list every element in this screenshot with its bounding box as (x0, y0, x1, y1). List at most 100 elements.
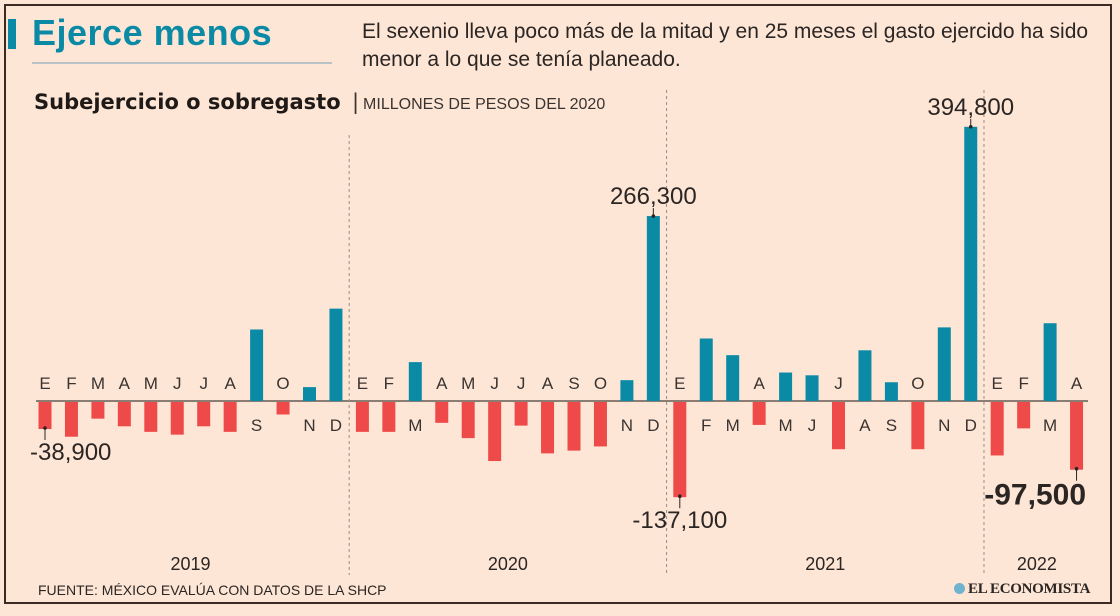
bar-2020-5 (461, 402, 475, 439)
month-label: O (911, 374, 924, 393)
year-label: 2019 (170, 554, 210, 574)
bar-2020-4 (435, 402, 449, 423)
bar-2021-9 (884, 382, 898, 401)
bar-2020-7 (514, 402, 528, 426)
bar-2019-11 (303, 387, 316, 401)
bar-2021-6 (805, 375, 819, 401)
month-label: M (91, 374, 105, 393)
month-label: E (357, 374, 368, 393)
headline: Ejerce menos (32, 12, 273, 53)
month-label: N (303, 416, 315, 435)
logo-globe-icon (954, 583, 965, 594)
month-label: J (173, 374, 182, 393)
value-annotation: -38,900 (30, 439, 111, 466)
bar-2021-1 (673, 402, 687, 498)
bar-2020-8 (541, 402, 555, 454)
month-label: M (144, 374, 158, 393)
bar-2021-10 (911, 402, 925, 450)
value-annotation: 266,300 (610, 183, 697, 210)
month-label: S (568, 374, 579, 393)
bar-2020-3 (408, 362, 422, 401)
chart-subtitle: Subejercicio o sobregasto | MILLONES DE P… (34, 90, 605, 114)
month-label: A (859, 416, 871, 435)
month-label: F (701, 416, 711, 435)
intro-text: El sexenio lleva poco más de la mitad y … (362, 20, 1089, 71)
month-label: D (965, 416, 977, 435)
bar-2019-6 (170, 402, 184, 435)
bar-2020-12 (646, 216, 660, 401)
month-label: E (992, 374, 1003, 393)
bar-2019-7 (197, 402, 211, 427)
bar-2020-9 (567, 402, 581, 451)
publisher-logo: EL ECONOMISTA (954, 581, 1090, 598)
month-label: A (224, 374, 236, 393)
month-label: A (1071, 374, 1083, 393)
month-label: A (436, 374, 448, 393)
month-label: F (384, 374, 394, 393)
month-label: D (330, 416, 342, 435)
month-label: E (674, 374, 685, 393)
month-label: M (1043, 416, 1057, 435)
bar-2019-12 (329, 308, 343, 401)
bar-2019-9 (250, 329, 264, 401)
bar-2020-6 (488, 402, 502, 462)
annotation-dot (651, 214, 656, 218)
month-label: J (517, 374, 526, 393)
month-label: M (408, 416, 422, 435)
month-label: M (461, 374, 475, 393)
bar-2021-11 (937, 327, 951, 401)
month-label: J (808, 416, 817, 435)
bar-2019-3 (91, 402, 105, 419)
bar-2019-4 (117, 402, 131, 427)
chart-frame (4, 4, 1112, 604)
annotation-dot (43, 426, 47, 430)
headline-rule (32, 62, 332, 64)
year-label: 2020 (488, 554, 528, 574)
bar-2022-4 (1070, 402, 1084, 470)
logo-text: EL ECONOMISTA (968, 581, 1091, 597)
value-annotation: 394,800 (927, 94, 1014, 121)
bar-2021-7 (832, 402, 845, 450)
month-label: S (251, 416, 262, 435)
bar-2020-10 (593, 402, 607, 447)
month-label: E (39, 374, 50, 393)
month-label: A (119, 374, 131, 393)
bar-2021-5 (779, 372, 793, 401)
month-label: J (490, 374, 499, 393)
bar-2020-2 (382, 402, 396, 432)
month-label: A (753, 374, 765, 393)
value-annotation: -137,100 (632, 507, 727, 534)
month-label: O (276, 374, 289, 393)
bar-2020-1 (355, 402, 369, 432)
annotation-dot (968, 125, 973, 129)
bar-2020-11 (620, 380, 634, 401)
month-label: F (1018, 374, 1028, 393)
month-label: J (199, 374, 208, 393)
bar-2019-2 (64, 402, 78, 437)
month-label: F (66, 374, 76, 393)
month-label: N (938, 416, 950, 435)
source-note: FUENTE: MÉXICO EVALÚA CON DATOS DE LA SH… (38, 582, 387, 598)
month-label: O (594, 374, 607, 393)
bar-2021-2 (699, 338, 713, 401)
bar-2021-4 (752, 402, 766, 425)
bar-2022-3 (1043, 323, 1057, 401)
month-label: A (542, 374, 554, 393)
bar-2021-12 (964, 126, 978, 401)
units-label: MILLONES DE PESOS DEL 2020 (363, 96, 606, 113)
annotation-dot (678, 494, 682, 499)
value-annotation: -97,500 (984, 479, 1086, 512)
subtitle-text: Subejercicio o sobregasto (34, 90, 341, 114)
bar-2021-8 (858, 350, 872, 401)
month-label: D (647, 416, 659, 435)
month-label: M (726, 416, 740, 435)
month-label: J (834, 374, 843, 393)
bar-2019-5 (144, 402, 158, 432)
month-label: S (886, 416, 897, 435)
bar-2019-8 (223, 402, 237, 432)
year-label: 2021 (805, 554, 845, 574)
bar-2022-2 (1017, 402, 1031, 429)
month-label: N (621, 416, 633, 435)
bar-2021-3 (726, 355, 740, 401)
